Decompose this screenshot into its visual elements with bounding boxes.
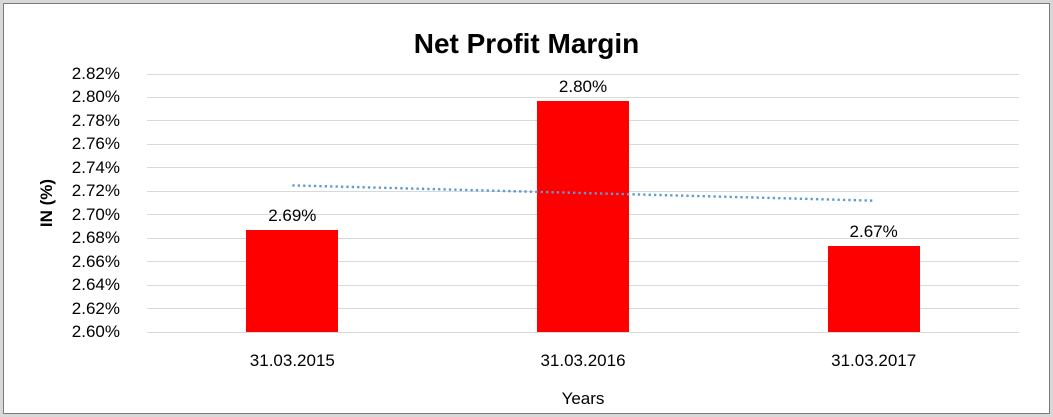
gridline [147,96,1019,98]
x-tick-label: 31.03.2017 [831,351,917,370]
y-tick-label: 2.62% [71,298,120,318]
y-axis-ticks: 2.82% 2.80% 2.78% 2.76% 2.74% 2.72% 2.70% 2.68%… [4,64,134,341]
x-tick-label: 31.03.2015 [249,351,335,370]
y-tick-label: 2.74% [71,157,120,177]
gridline [147,331,1019,333]
bar-31.03.2015 [246,229,339,332]
y-tick-label: 2.82% [71,64,120,83]
y-tick-label: 2.80% [71,87,120,107]
y-tick-label: 2.78% [71,110,120,130]
x-axis-title: Years [561,389,605,408]
data-label-31.03.2015: 2.69% [268,205,317,225]
y-tick-label: 2.68% [71,228,120,248]
chart-title: Net Profit Margin [413,28,640,59]
gridline [147,73,1019,75]
y-tick-label: 2.72% [71,181,120,201]
chart-frame: Net Profit Margin IN (%) 2.82% 2.80% 2.78%… [3,3,1050,414]
y-tick-label: 2.60% [71,322,120,341]
y-tick-label: 2.70% [71,204,120,224]
y-tick-label: 2.64% [71,275,120,295]
bar-31.03.2017 [827,246,920,332]
y-tick-label: 2.66% [71,251,120,271]
data-label-31.03.2017: 2.67% [849,222,898,242]
plot-area: 2.69% 2.80% 2.67% [147,73,1019,333]
x-tick-label: 31.03.2016 [540,351,626,370]
x-axis-ticks: 31.03.2015 31.03.2016 31.03.2017 [147,332,1019,372]
bar-31.03.2016 [537,100,629,332]
data-label-31.03.2016: 2.80% [558,76,608,96]
y-tick-label: 2.76% [71,134,120,154]
